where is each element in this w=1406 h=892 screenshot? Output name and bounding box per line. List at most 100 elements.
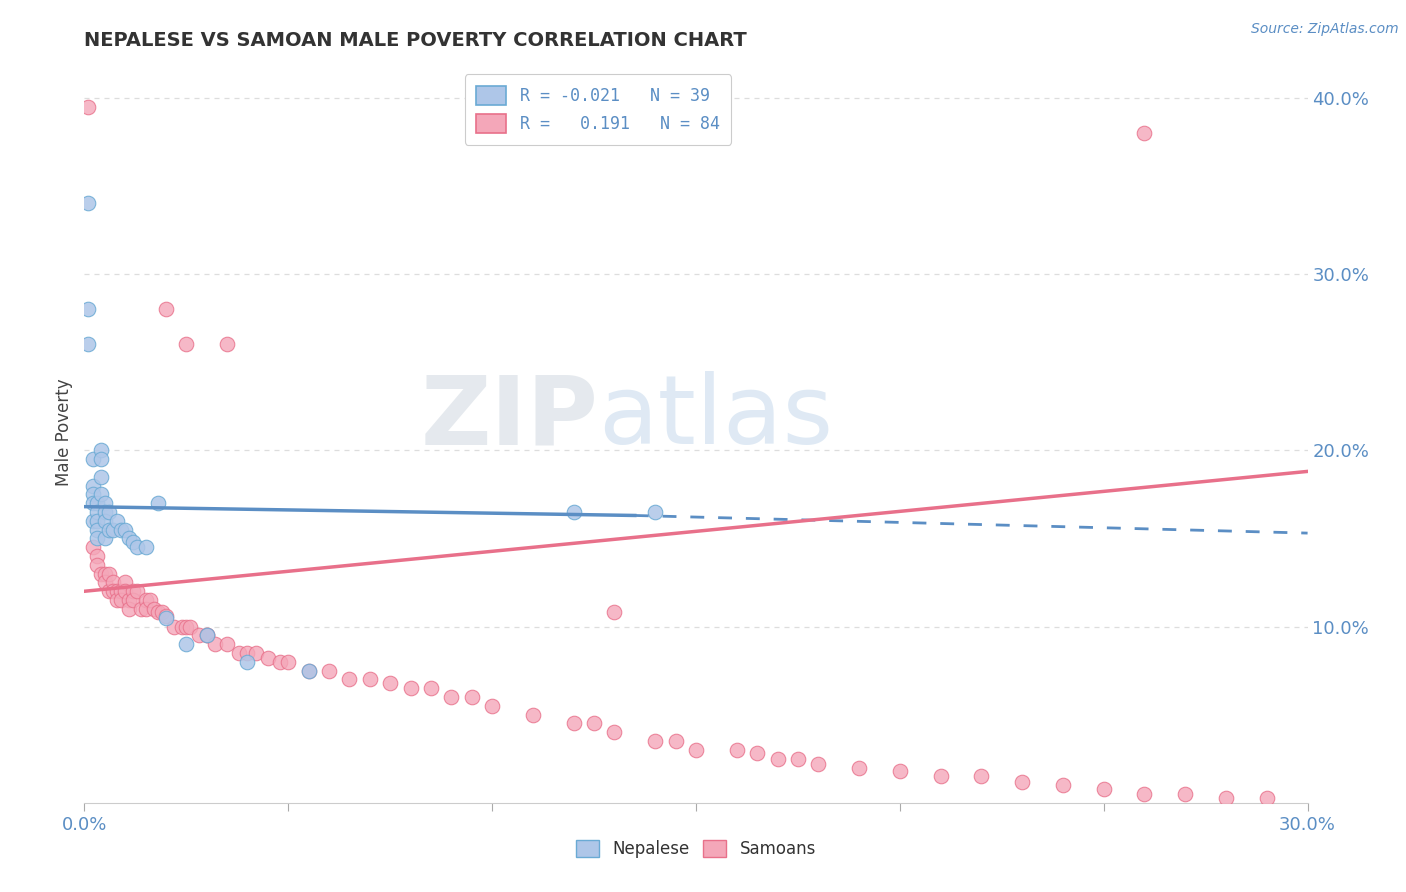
Point — [174, 637, 197, 651]
Point — [204, 637, 226, 651]
Point — [86, 505, 108, 519]
Point — [86, 514, 108, 528]
Point — [82, 514, 104, 528]
Point — [82, 540, 104, 554]
Point — [562, 716, 585, 731]
Point — [339, 673, 361, 687]
Point — [90, 443, 112, 458]
Point — [603, 606, 626, 620]
Point — [135, 593, 157, 607]
Point — [217, 337, 239, 351]
Point — [90, 566, 112, 581]
Point — [269, 655, 291, 669]
Point — [127, 584, 149, 599]
Point — [747, 747, 769, 761]
Point — [135, 602, 157, 616]
Point — [131, 602, 153, 616]
Point — [101, 523, 124, 537]
Point — [522, 707, 544, 722]
Point — [848, 760, 870, 774]
Point — [1011, 774, 1033, 789]
Point — [77, 196, 100, 211]
Point — [93, 566, 115, 581]
Point — [105, 584, 128, 599]
Point — [122, 593, 145, 607]
Text: ZIP: ZIP — [420, 371, 598, 465]
Point — [195, 628, 218, 642]
Point — [245, 646, 267, 660]
Point — [1215, 790, 1237, 805]
Point — [93, 575, 115, 590]
Point — [114, 584, 136, 599]
Point — [77, 99, 100, 113]
Point — [110, 523, 132, 537]
Point — [359, 673, 381, 687]
Point — [929, 769, 952, 783]
Point — [461, 690, 484, 704]
Point — [187, 628, 209, 642]
Point — [172, 619, 194, 633]
Point — [195, 628, 218, 642]
Point — [257, 651, 280, 665]
Point — [82, 487, 104, 501]
Text: atlas: atlas — [598, 371, 834, 465]
Point — [665, 734, 688, 748]
Point — [236, 646, 259, 660]
Point — [82, 478, 104, 492]
Point — [150, 606, 173, 620]
Point — [135, 540, 157, 554]
Y-axis label: Male Poverty: Male Poverty — [55, 379, 73, 486]
Point — [787, 752, 810, 766]
Point — [380, 676, 402, 690]
Legend: Nepalese, Samoans: Nepalese, Samoans — [569, 833, 823, 865]
Point — [163, 619, 186, 633]
Point — [93, 496, 115, 510]
Point — [122, 584, 145, 599]
Point — [1133, 787, 1156, 801]
Point — [1052, 778, 1074, 792]
Point — [127, 540, 149, 554]
Point — [562, 505, 585, 519]
Point — [179, 619, 201, 633]
Point — [97, 566, 120, 581]
Point — [195, 628, 218, 642]
Point — [86, 496, 108, 510]
Point — [644, 505, 666, 519]
Point — [228, 646, 250, 660]
Point — [77, 337, 100, 351]
Point — [146, 606, 169, 620]
Point — [155, 609, 177, 624]
Point — [114, 575, 136, 590]
Point — [86, 549, 108, 563]
Point — [118, 593, 141, 607]
Point — [97, 523, 120, 537]
Point — [725, 743, 748, 757]
Point — [1174, 787, 1197, 801]
Point — [217, 637, 239, 651]
Point — [93, 514, 115, 528]
Point — [583, 716, 606, 731]
Point — [101, 575, 124, 590]
Point — [142, 602, 165, 616]
Point — [766, 752, 789, 766]
Point — [101, 584, 124, 599]
Point — [90, 469, 112, 483]
Point — [155, 610, 177, 624]
Point — [440, 690, 463, 704]
Point — [93, 505, 115, 519]
Point — [318, 664, 340, 678]
Point — [174, 337, 197, 351]
Point — [118, 602, 141, 616]
Point — [122, 535, 145, 549]
Point — [86, 558, 108, 572]
Point — [110, 593, 132, 607]
Point — [236, 655, 259, 669]
Point — [970, 769, 993, 783]
Point — [298, 664, 321, 678]
Point — [105, 593, 128, 607]
Point — [86, 523, 108, 537]
Point — [1092, 781, 1115, 796]
Point — [298, 664, 321, 678]
Point — [1133, 126, 1156, 140]
Point — [90, 487, 112, 501]
